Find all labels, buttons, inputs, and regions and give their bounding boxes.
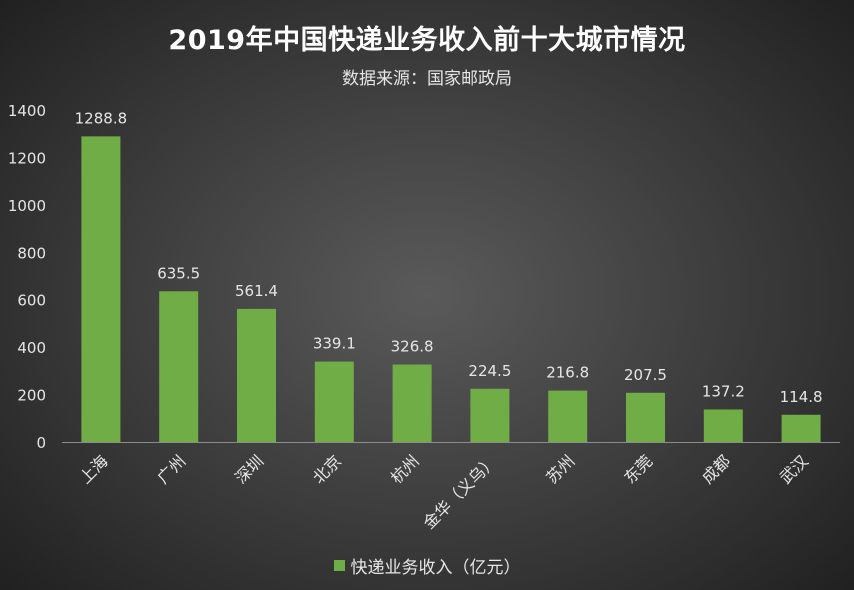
bar — [81, 136, 121, 442]
bar — [470, 388, 510, 442]
data-label: 114.8 — [780, 388, 823, 406]
data-label: 137.2 — [702, 382, 745, 400]
x-tick-label: 深圳 — [231, 451, 267, 487]
data-label: 216.8 — [546, 364, 589, 382]
bar — [159, 291, 199, 442]
data-label: 561.4 — [235, 282, 278, 300]
data-label: 1288.8 — [75, 109, 128, 127]
data-label: 224.5 — [468, 362, 511, 380]
bar — [548, 390, 588, 442]
y-tick-label: 1200 — [8, 149, 46, 167]
data-label: 326.8 — [391, 338, 434, 356]
x-tick-label: 杭州 — [387, 451, 423, 487]
x-tick-label: 上海 — [76, 451, 112, 487]
chart-subtitle: 数据来源：国家邮政局 — [342, 69, 512, 89]
y-tick-label: 1000 — [8, 197, 46, 215]
x-tick-label: 北京 — [309, 451, 345, 487]
x-tick-label: 武汉 — [776, 451, 812, 487]
x-tick-label: 苏州 — [542, 451, 578, 487]
y-tick-label: 1400 — [8, 102, 46, 120]
bar — [626, 392, 665, 442]
data-label: 207.5 — [624, 366, 667, 384]
bar — [314, 361, 354, 442]
bar — [703, 409, 743, 442]
y-tick-label: 600 — [17, 292, 46, 310]
x-tick-label: 成都 — [698, 451, 734, 487]
x-tick-label: 东莞 — [620, 451, 656, 487]
bar — [392, 364, 432, 442]
x-tick-label: 广州 — [153, 451, 189, 487]
chart-title: 2019年中国快递业务收入前十大城市情况 — [168, 25, 686, 56]
bar — [781, 414, 821, 442]
y-tick-label: 0 — [36, 434, 46, 452]
x-tick-label: 金华（义乌） — [419, 451, 500, 532]
data-label: 339.1 — [313, 335, 356, 353]
y-tick-label: 400 — [17, 339, 46, 357]
bar — [237, 308, 276, 442]
legend: 快递业务收入（亿元） — [0, 553, 854, 578]
legend-swatch — [333, 560, 345, 571]
y-tick-label: 200 — [17, 387, 46, 405]
data-label: 635.5 — [157, 264, 200, 282]
legend-label: 快递业务收入（亿元） — [350, 558, 521, 578]
y-tick-label: 800 — [17, 244, 46, 262]
